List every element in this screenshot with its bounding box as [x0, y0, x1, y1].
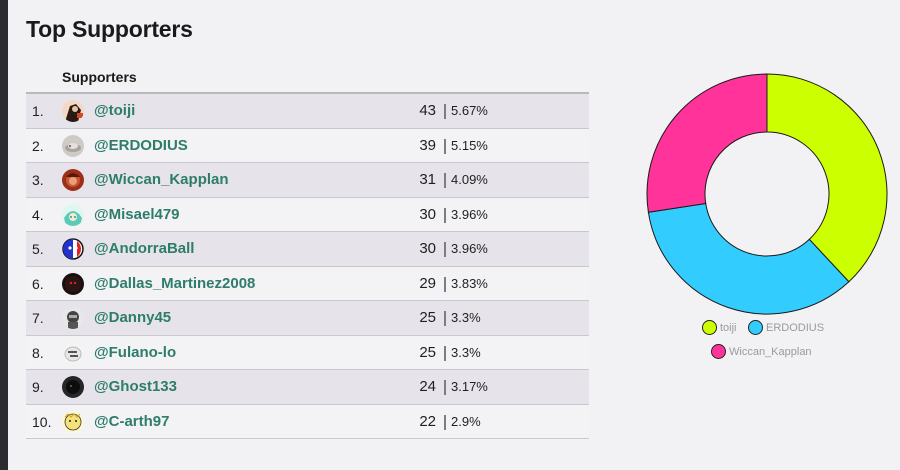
support-percent: 3.3% — [451, 344, 481, 360]
support-count: 30 — [419, 205, 436, 223]
legend-item[interactable]: Wiccan_Kapplan — [711, 344, 812, 359]
support-percent: 3.17% — [451, 379, 488, 394]
support-count: 31 — [419, 171, 436, 188]
rank-label: 6. — [32, 275, 44, 292]
percent-bar — [444, 207, 446, 223]
rank-label: 10. — [32, 413, 52, 430]
legend-item[interactable]: toiji — [702, 320, 737, 335]
rank-label: 1. — [32, 103, 44, 119]
percent-bar — [444, 173, 446, 188]
supporter-link[interactable]: @Ghost133 — [94, 378, 177, 395]
support-percent: 3.96% — [451, 206, 488, 222]
avatar-icon[interactable] — [62, 203, 84, 226]
rank-label: 2. — [32, 137, 44, 154]
legend-swatch — [702, 320, 717, 335]
table-row: 5. @AndorraBall 30 3.96% — [26, 232, 589, 267]
supporter-link[interactable]: @AndorraBall — [94, 240, 195, 257]
legend-label: Wiccan_Kapplan — [729, 345, 812, 358]
table-row: 8. @Fulano-lo 25 3.3% — [26, 335, 589, 370]
legend-label: ERDODIUS — [766, 321, 825, 334]
percent-bar — [444, 104, 446, 119]
supporter-link[interactable]: @C-arth97 — [94, 412, 170, 430]
table-row: 1. @toiji 43 5.67% — [26, 94, 589, 129]
avatar-icon[interactable] — [62, 410, 84, 433]
support-count: 30 — [419, 240, 436, 257]
supporter-link[interactable]: @ERDODIUS — [94, 136, 188, 154]
support-count: 24 — [419, 378, 436, 395]
avatar-icon[interactable] — [62, 341, 84, 364]
avatar-icon[interactable] — [62, 272, 84, 295]
table-row: 2. @ERDODIUS 39 5.15% — [26, 128, 589, 163]
rank-label: 7. — [32, 310, 44, 326]
donut-chart — [646, 73, 888, 315]
support-percent: 2.9% — [451, 413, 481, 429]
avatar-icon[interactable] — [62, 238, 84, 260]
page-title: Top Supporters — [26, 16, 193, 42]
support-percent: 3.96% — [451, 241, 488, 256]
support-percent: 5.15% — [451, 137, 488, 153]
percent-bar — [444, 242, 446, 257]
supporter-link[interactable]: @toiji — [94, 102, 136, 119]
donut-slice-erdodius[interactable] — [647, 202, 850, 315]
rank-label: 9. — [32, 379, 44, 395]
avatar-icon[interactable] — [62, 100, 84, 122]
avatar-icon[interactable] — [62, 376, 84, 398]
supporter-link[interactable]: @Fulano-lo — [94, 343, 177, 361]
rank-label: 3. — [32, 172, 44, 188]
supporter-link[interactable]: @Dallas_Martinez2008 — [94, 274, 256, 292]
avatar-icon[interactable] — [62, 134, 84, 157]
support-count: 39 — [419, 136, 436, 154]
percent-bar — [444, 414, 446, 430]
support-percent: 3.83% — [451, 275, 488, 291]
legend-swatch — [711, 344, 726, 359]
rank-label: 4. — [32, 206, 44, 223]
legend-swatch — [748, 320, 763, 335]
supporter-link[interactable]: @Danny45 — [94, 309, 172, 326]
table-row: 7. @Danny45 25 3.3% — [26, 301, 589, 336]
percent-bar — [444, 311, 446, 326]
legend-label: toiji — [720, 321, 737, 334]
supporters-table: Supporters 1. @toiji 43 5.67% 2. @ERDODIUS 39 5… — [26, 62, 589, 439]
support-count: 29 — [419, 274, 436, 292]
table-body: 1. @toiji 43 5.67% 2. @ERDODIUS 39 5.15% 3. @Wicc… — [26, 94, 589, 439]
table-row: 4. @Misael479 30 3.96% — [26, 197, 589, 232]
rank-label: 8. — [32, 344, 44, 361]
avatar-icon[interactable] — [62, 169, 84, 191]
supporter-link[interactable]: @Wiccan_Kapplan — [94, 171, 229, 188]
support-count: 25 — [419, 343, 436, 361]
legend-item[interactable]: ERDODIUS — [748, 320, 824, 335]
table-row: 3. @Wiccan_Kapplan 31 4.09% — [26, 163, 589, 198]
percent-bar — [444, 380, 446, 395]
column-header-supporters: Supporters — [26, 62, 589, 94]
donut-slice-wiccan-kapplan[interactable] — [646, 73, 768, 213]
support-count: 43 — [419, 102, 436, 119]
support-count: 25 — [419, 309, 436, 326]
percent-bar — [444, 138, 446, 154]
table-row: 6. @Dallas_Martinez2008 29 3.83% — [26, 266, 589, 301]
top-supporters-card: Top Supporters Supporters 1. @toiji 43 5.67… — [8, 0, 900, 470]
table-row: 10. @C-arth97 22 2.9% — [26, 404, 589, 439]
supporter-link[interactable]: @Misael479 — [94, 205, 180, 223]
percent-bar — [444, 276, 446, 292]
rank-label: 5. — [32, 241, 44, 257]
support-count: 22 — [419, 412, 436, 430]
donut-slice-toiji[interactable] — [766, 73, 888, 283]
table-row: 9. @Ghost133 24 3.17% — [26, 370, 589, 405]
support-percent: 5.67% — [451, 103, 488, 118]
support-percent: 3.3% — [451, 310, 481, 325]
avatar-icon[interactable] — [62, 307, 84, 329]
percent-bar — [444, 345, 446, 361]
support-percent: 4.09% — [451, 172, 488, 187]
